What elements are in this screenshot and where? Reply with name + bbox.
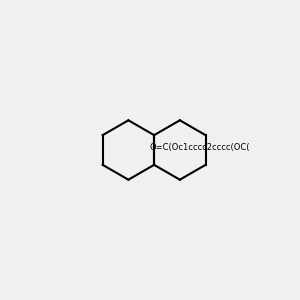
Text: O=C(Oc1cccc2cccc(OC(: O=C(Oc1cccc2cccc(OC(: [150, 143, 250, 152]
